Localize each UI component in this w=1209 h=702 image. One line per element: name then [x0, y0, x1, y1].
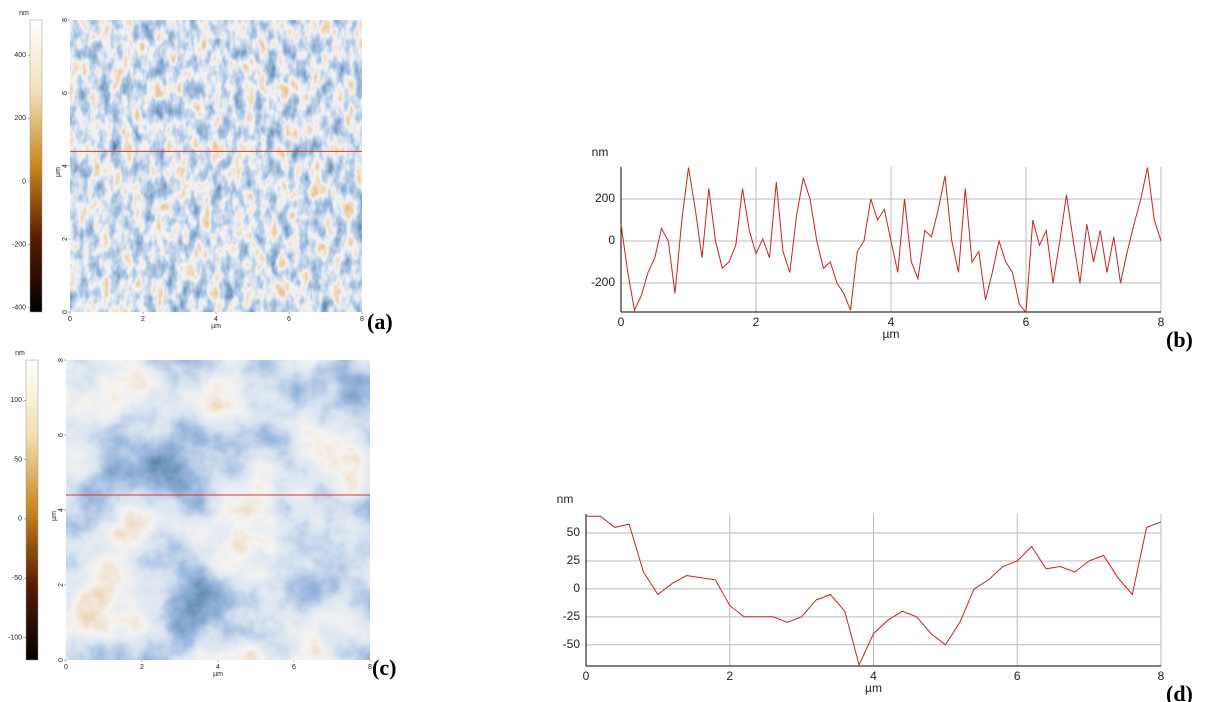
- colorbar-tick-label: 50: [14, 456, 22, 463]
- x-tick-label: 2: [726, 669, 733, 683]
- y-tick-label: 0: [608, 233, 615, 247]
- x-tick-label: 0: [618, 315, 625, 329]
- x-tick-label: 6: [292, 664, 296, 671]
- x-tick-label: 4: [216, 664, 220, 671]
- y-tick-label: -200: [591, 275, 615, 289]
- x-tick-label: 4: [870, 669, 877, 683]
- colorbar-tick-label: 0: [22, 178, 26, 185]
- x-axis-label: µm: [211, 323, 221, 330]
- y-tick-label: -50: [563, 637, 581, 651]
- colorbar-tick-label: -400: [12, 305, 26, 312]
- y-tick-label: 6: [62, 91, 69, 95]
- x-tick-label: 8: [368, 664, 372, 671]
- y-tick-label: 0: [58, 658, 65, 662]
- colorbar-unit: nm: [15, 350, 25, 357]
- y-tick-label: -25: [563, 609, 581, 623]
- colorbar-unit: nm: [19, 10, 29, 17]
- x-tick-label: 8: [1158, 315, 1165, 329]
- colorbar-tick-label: 200: [14, 115, 26, 122]
- colorbar-tick-label: 100: [10, 397, 22, 404]
- x-axis-label: µm: [883, 327, 900, 341]
- colorbar-tick-label: -50: [12, 575, 22, 582]
- afm-image: [66, 360, 370, 660]
- y-axis-label: nm: [557, 492, 574, 506]
- y-axis-label: µm: [51, 511, 58, 521]
- x-tick-label: 8: [360, 316, 364, 323]
- x-tick-label: 6: [1014, 669, 1021, 683]
- x-tick-label: 8: [1158, 669, 1165, 683]
- x-tick-label: 2: [141, 316, 145, 323]
- y-tick-label: 50: [567, 525, 581, 539]
- colorbar-tick-label: -200: [12, 242, 26, 249]
- colorbar: [25, 359, 39, 661]
- x-tick-label: 4: [888, 315, 895, 329]
- afm-image: [70, 20, 362, 312]
- x-tick-label: 0: [68, 316, 72, 323]
- y-tick-label: 8: [62, 18, 69, 22]
- y-tick-label: 25: [567, 553, 581, 567]
- y-tick-label: 2: [62, 237, 69, 241]
- colorbar-tick-label: -100: [8, 634, 22, 641]
- y-tick-label: 2: [58, 583, 65, 587]
- x-tick-label: 0: [64, 664, 68, 671]
- y-tick-label: 0: [573, 581, 580, 595]
- y-tick-label: 4: [58, 508, 65, 512]
- y-tick-label: 200: [595, 191, 615, 205]
- profile-curve: [620, 167, 1162, 314]
- profile-curve: [586, 515, 1162, 667]
- panel-label: (b): [1166, 327, 1193, 352]
- colorbar-tick-label: 0: [18, 516, 22, 523]
- y-tick-label: 4: [62, 164, 69, 168]
- colorbar: [29, 19, 43, 313]
- panel-label: (d): [1166, 681, 1193, 702]
- panel-label: (c): [372, 655, 396, 680]
- x-axis-label: µm: [865, 681, 882, 695]
- colorbar-tick-label: 400: [14, 52, 26, 59]
- panel-label: (a): [367, 309, 393, 334]
- y-tick-label: 0: [62, 310, 69, 314]
- y-axis-label: nm: [592, 145, 609, 159]
- x-tick-label: 6: [287, 316, 291, 323]
- y-axis-label: µm: [55, 167, 62, 177]
- x-tick-label: 0: [583, 669, 590, 683]
- x-tick-label: 2: [140, 664, 144, 671]
- x-tick-label: 6: [1023, 315, 1030, 329]
- y-tick-label: 8: [58, 358, 65, 362]
- x-tick-label: 2: [753, 315, 760, 329]
- x-axis-label: µm: [213, 671, 223, 678]
- x-tick-label: 4: [214, 316, 218, 323]
- y-tick-label: 6: [58, 433, 65, 437]
